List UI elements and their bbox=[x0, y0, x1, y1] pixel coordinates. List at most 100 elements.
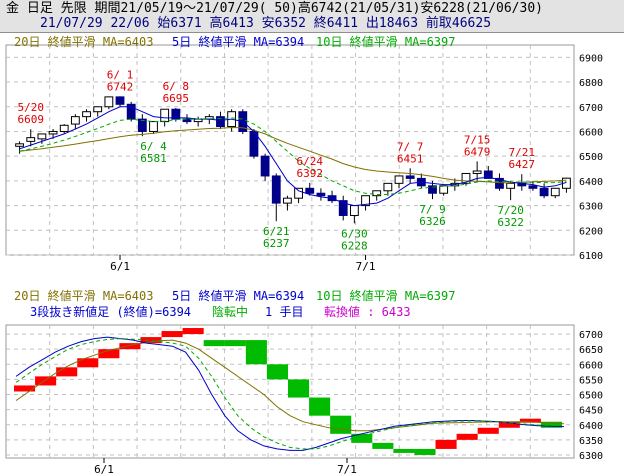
candle-body bbox=[361, 195, 370, 207]
candle-body bbox=[305, 187, 315, 194]
candle-body bbox=[15, 143, 24, 147]
candle-body bbox=[383, 182, 393, 192]
candle-body bbox=[495, 177, 504, 189]
annotation-value: 6479 bbox=[464, 145, 491, 158]
candle-body bbox=[550, 187, 560, 197]
bottom-y-axis: 6700 6650 6600 6550 6500 6450 6400 6350 6300 bbox=[579, 330, 603, 462]
top-x-tick-label: 7/1 bbox=[356, 260, 376, 273]
annotation-date: 7/ 9 bbox=[419, 203, 446, 216]
bottom-y-tick-label: 6350 bbox=[579, 436, 603, 447]
top-ma-line bbox=[19, 126, 567, 184]
new-price-brick bbox=[372, 442, 394, 449]
annotation-date: 6/ 8 bbox=[163, 80, 190, 93]
candle-body bbox=[472, 170, 482, 174]
annotation-value: 6695 bbox=[163, 92, 190, 105]
candle-body bbox=[93, 106, 103, 113]
bottom-legend-item: 5日 終値平滑 MA=6394 bbox=[172, 288, 304, 303]
top-legend-item: 5日 終値平滑 MA=6394 bbox=[172, 34, 304, 49]
new-price-brick bbox=[288, 379, 310, 398]
annotation-value: 6451 bbox=[397, 152, 424, 165]
new-price-brick bbox=[182, 328, 204, 335]
new-price-brick bbox=[245, 340, 267, 365]
candle-body bbox=[461, 172, 471, 184]
new-price-brick bbox=[77, 358, 99, 368]
candle-body bbox=[338, 200, 348, 216]
bottom-x-axis: 6/1 7/1 bbox=[94, 458, 357, 475]
info-header: 金 日足 先限 期間21/05/19～21/07/29( 50)高6742(21… bbox=[0, 0, 624, 33]
new-price-info: 3段抜き新値足 (終値)=6394 陰転中 1 手目 転換値 : 6433 bbox=[30, 304, 411, 319]
top-grid bbox=[5, 44, 575, 256]
new-price-brick bbox=[266, 364, 288, 380]
bottom-y-tick-label: 6600 bbox=[579, 360, 603, 371]
top-legend: 20日 終値平滑 MA=6403 5日 終値平滑 MA=6394 10日 終値平滑 … bbox=[14, 34, 455, 49]
bottom-legend-item: 10日 終値平滑 MA=6397 bbox=[316, 288, 455, 303]
top-legend-item: 20日 終値平滑 MA=6403 bbox=[14, 34, 153, 49]
annotation-date: 6/30 bbox=[341, 227, 368, 240]
annotation-date: 6/ 4 bbox=[140, 140, 167, 153]
new-price-brick bbox=[393, 448, 415, 453]
candle-body bbox=[115, 96, 125, 105]
new-price-brick bbox=[435, 439, 457, 449]
candle-body bbox=[260, 155, 270, 177]
new-price-brick bbox=[98, 349, 120, 359]
moving-averages bbox=[19, 106, 567, 207]
new-price-brick bbox=[477, 427, 499, 434]
top-y-tick-label: 6900 bbox=[579, 53, 603, 64]
new-price-info-item: 1 手目 bbox=[265, 305, 303, 319]
annotation-date: 7/21 bbox=[509, 146, 536, 159]
annotation-value: 6237 bbox=[263, 237, 290, 250]
bottom-y-tick-label: 6550 bbox=[579, 375, 603, 386]
new-price-brick bbox=[540, 421, 562, 428]
new-price-brick bbox=[309, 397, 331, 416]
top-y-tick-label: 6600 bbox=[579, 127, 603, 138]
candle-body bbox=[59, 124, 69, 132]
candle-body bbox=[394, 175, 404, 184]
candle-body bbox=[528, 185, 538, 189]
annotation-date: 6/24 bbox=[296, 155, 323, 168]
candle-body bbox=[82, 111, 91, 118]
annotation-value: 6581 bbox=[140, 152, 167, 165]
new-price-bricks bbox=[14, 328, 562, 455]
new-price-brick bbox=[14, 385, 36, 392]
annotation-value: 6392 bbox=[296, 167, 323, 180]
bottom-y-tick-label: 6300 bbox=[579, 451, 603, 462]
annotation-date: 7/20 bbox=[497, 204, 524, 217]
top-y-tick-label: 6200 bbox=[579, 226, 603, 237]
annotation-value: 6742 bbox=[107, 80, 134, 93]
top-y-tick-label: 6100 bbox=[579, 251, 603, 262]
new-price-info-item: 陰転中 bbox=[212, 304, 248, 319]
new-price-brick bbox=[203, 340, 225, 347]
bottom-ma-line bbox=[15, 336, 565, 451]
annotation-date: 7/15 bbox=[464, 133, 491, 146]
new-price-brick bbox=[140, 337, 162, 344]
bottom-ma-line bbox=[15, 338, 565, 450]
candle-body bbox=[539, 187, 549, 197]
bottom-y-tick-label: 6650 bbox=[579, 345, 603, 356]
new-price-info-item: 3段抜き新値足 (終値)=6394 bbox=[30, 304, 191, 319]
new-price-brick bbox=[414, 448, 436, 455]
top-y-tick-label: 6400 bbox=[579, 177, 603, 188]
candlestick-chart: 20日 終値平滑 MA=6403 5日 終値平滑 MA=6394 10日 終値平滑 … bbox=[5, 34, 603, 273]
new-price-brick bbox=[119, 343, 141, 350]
candle-body bbox=[104, 96, 114, 108]
candle-body bbox=[182, 118, 192, 123]
candle-body bbox=[349, 205, 359, 216]
candle-body bbox=[37, 133, 47, 140]
candle-body bbox=[439, 185, 449, 194]
candle-body bbox=[126, 103, 136, 120]
new-price-brick bbox=[224, 340, 246, 347]
candle-body bbox=[372, 190, 382, 197]
bottom-y-tick-label: 6700 bbox=[579, 330, 603, 341]
new-price-brick bbox=[35, 376, 57, 386]
top-y-axis: 6900 6800 6700 6600 6500 6400 6300 6200 6100 bbox=[579, 53, 603, 262]
top-legend-item: 10日 終値平滑 MA=6397 bbox=[316, 34, 455, 49]
candle-body bbox=[506, 182, 516, 189]
annotation-date: 7/ 7 bbox=[397, 140, 424, 153]
candle-body bbox=[216, 116, 225, 128]
bottom-moving-averages bbox=[15, 336, 565, 451]
period-summary: 金 日足 先限 期間21/05/19～21/07/29( 50)高6742(21… bbox=[6, 1, 543, 16]
candle-body bbox=[26, 137, 36, 142]
annotation-value: 6609 bbox=[17, 113, 44, 126]
bottom-y-tick-label: 6450 bbox=[579, 406, 603, 417]
